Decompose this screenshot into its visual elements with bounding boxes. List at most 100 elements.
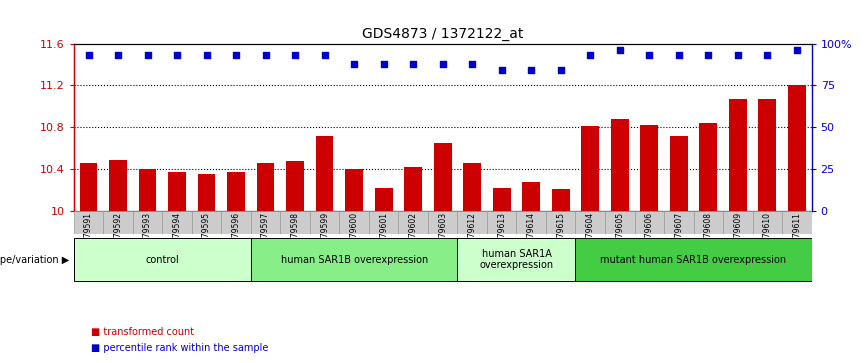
Text: GSM1279594: GSM1279594 xyxy=(173,212,181,263)
Point xyxy=(200,52,214,58)
Bar xyxy=(641,125,658,211)
Bar xyxy=(664,211,694,234)
Text: ■ transformed count: ■ transformed count xyxy=(91,327,194,337)
Text: GSM1279613: GSM1279613 xyxy=(497,212,506,263)
Bar xyxy=(700,123,717,211)
Bar xyxy=(310,211,339,234)
Bar xyxy=(428,211,457,234)
Bar xyxy=(487,211,516,234)
Bar xyxy=(80,163,97,211)
Bar xyxy=(457,211,487,234)
Bar xyxy=(635,211,664,234)
Point xyxy=(642,52,656,58)
Point xyxy=(495,68,509,73)
Bar xyxy=(133,211,162,234)
Text: GSM1279606: GSM1279606 xyxy=(645,212,654,263)
Point xyxy=(554,68,568,73)
Bar xyxy=(611,119,628,211)
Bar xyxy=(227,172,245,211)
Text: control: control xyxy=(146,254,179,265)
Text: GSM1279612: GSM1279612 xyxy=(468,212,477,262)
Point xyxy=(701,52,715,58)
Bar xyxy=(251,211,280,234)
Text: GSM1279601: GSM1279601 xyxy=(379,212,388,263)
Text: GSM1279600: GSM1279600 xyxy=(350,212,358,263)
Point xyxy=(790,47,804,53)
Point xyxy=(524,68,538,73)
Bar xyxy=(257,163,274,211)
Text: GSM1279604: GSM1279604 xyxy=(586,212,595,263)
Text: genotype/variation ▶: genotype/variation ▶ xyxy=(0,254,69,265)
Bar xyxy=(369,211,398,234)
Text: GSM1279615: GSM1279615 xyxy=(556,212,565,263)
Text: GSM1279598: GSM1279598 xyxy=(291,212,299,263)
Bar xyxy=(546,211,575,234)
Text: ■ percentile rank within the sample: ■ percentile rank within the sample xyxy=(91,343,268,354)
Bar xyxy=(168,172,186,211)
Point xyxy=(672,52,686,58)
Bar xyxy=(782,211,812,234)
Text: GSM1279607: GSM1279607 xyxy=(674,212,683,263)
Bar xyxy=(251,238,457,281)
Point xyxy=(82,52,95,58)
Text: human SAR1A
overexpression: human SAR1A overexpression xyxy=(479,249,554,270)
Bar xyxy=(74,238,251,281)
Bar xyxy=(192,211,221,234)
Point xyxy=(318,52,332,58)
Text: GSM1279592: GSM1279592 xyxy=(114,212,122,263)
Point xyxy=(111,52,125,58)
Point xyxy=(406,61,420,66)
Bar xyxy=(316,136,333,211)
Text: GSM1279609: GSM1279609 xyxy=(733,212,742,263)
Text: GSM1279596: GSM1279596 xyxy=(232,212,240,263)
Point xyxy=(347,61,361,66)
Bar xyxy=(162,211,192,234)
Bar xyxy=(729,99,746,211)
Point xyxy=(377,61,391,66)
Point xyxy=(259,52,273,58)
Point xyxy=(465,61,479,66)
Text: GSM1279602: GSM1279602 xyxy=(409,212,418,263)
Bar xyxy=(753,211,782,234)
Bar xyxy=(552,189,569,211)
Bar xyxy=(759,99,776,211)
Point xyxy=(170,52,184,58)
Bar xyxy=(457,238,575,281)
Bar xyxy=(723,211,753,234)
Point xyxy=(436,61,450,66)
Bar xyxy=(198,174,215,211)
Point xyxy=(141,52,155,58)
Bar xyxy=(286,162,304,211)
Bar xyxy=(404,167,422,211)
Text: mutant human SAR1B overexpression: mutant human SAR1B overexpression xyxy=(601,254,786,265)
Bar xyxy=(221,211,251,234)
Bar xyxy=(694,211,723,234)
Bar xyxy=(582,126,599,211)
Bar xyxy=(464,163,481,211)
Text: GSM1279593: GSM1279593 xyxy=(143,212,152,263)
Bar xyxy=(103,211,133,234)
Bar xyxy=(398,211,428,234)
Point xyxy=(229,52,243,58)
Bar xyxy=(339,211,369,234)
Bar xyxy=(139,169,156,211)
Point xyxy=(613,47,627,53)
Text: GSM1279597: GSM1279597 xyxy=(261,212,270,263)
Point xyxy=(760,52,774,58)
Text: GSM1279603: GSM1279603 xyxy=(438,212,447,263)
Bar xyxy=(523,182,540,211)
Bar xyxy=(575,211,605,234)
Bar xyxy=(605,211,635,234)
Point xyxy=(583,52,597,58)
Bar xyxy=(109,160,127,211)
Bar xyxy=(516,211,546,234)
Text: GSM1279595: GSM1279595 xyxy=(202,212,211,263)
Bar xyxy=(434,143,451,211)
Bar xyxy=(375,188,392,211)
Point xyxy=(731,52,745,58)
Text: GSM1279614: GSM1279614 xyxy=(527,212,536,263)
Title: GDS4873 / 1372122_at: GDS4873 / 1372122_at xyxy=(362,27,523,41)
Text: GSM1279591: GSM1279591 xyxy=(84,212,93,263)
Text: GSM1279611: GSM1279611 xyxy=(792,212,801,262)
Text: human SAR1B overexpression: human SAR1B overexpression xyxy=(280,254,428,265)
